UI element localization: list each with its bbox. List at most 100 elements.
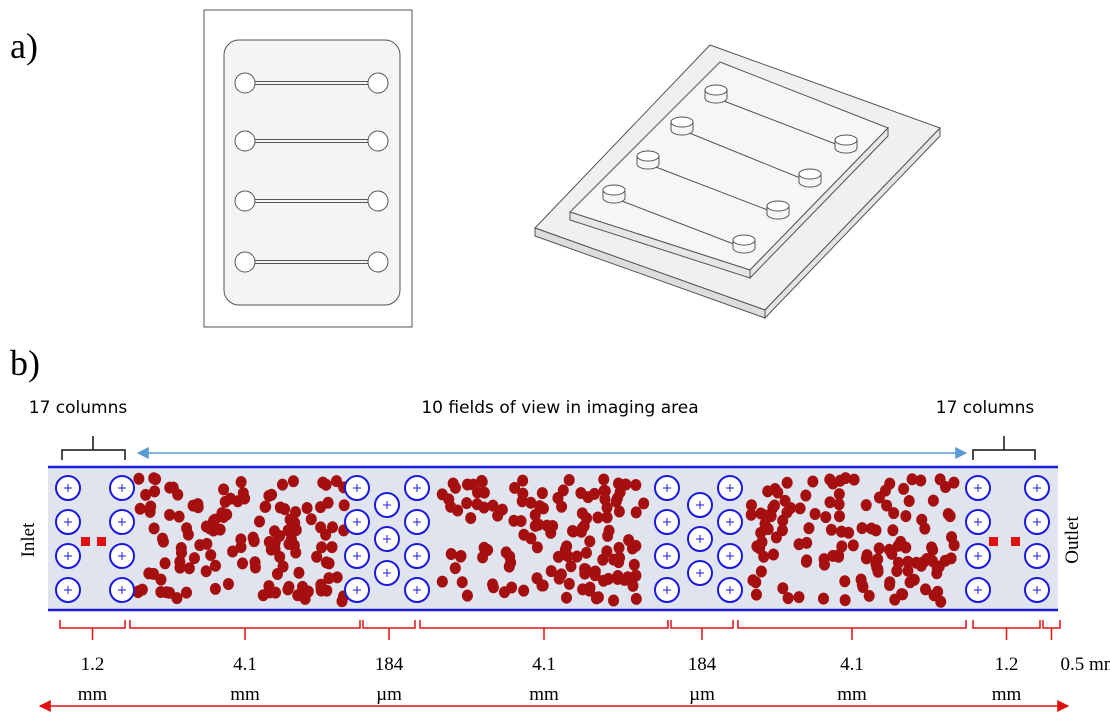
cell [581,547,592,559]
cell [148,568,159,580]
dimension-value: 184 [688,654,717,675]
brace [973,436,1035,460]
cell [536,580,547,592]
cell [564,578,575,590]
cell [565,560,576,572]
outlet-label: Outlet [1062,516,1083,564]
cell [761,510,772,522]
cell [602,530,613,542]
cell [183,529,194,541]
cell [160,557,171,569]
cell [223,578,234,590]
cell [893,557,904,569]
cell [598,473,609,485]
cell [218,483,229,495]
panel-label: a) [10,26,38,66]
cell [612,573,623,585]
cell [327,541,338,553]
cell [627,542,638,554]
cell [288,475,299,487]
cell [210,583,221,595]
cell [602,511,613,523]
cell [517,488,528,500]
cell [777,524,788,536]
cell [945,510,956,522]
cell [205,522,216,534]
cell [599,493,610,505]
cell [762,485,773,497]
cell [949,539,960,551]
cell [783,592,794,604]
figure: a) b) 17 columns 10 fields of view in im… [0,0,1110,713]
cell [332,571,343,583]
cell [538,502,549,514]
cell [608,595,619,607]
cell [940,555,951,567]
cell [782,477,793,489]
cell [584,535,595,547]
cell [834,510,845,522]
cell [919,523,930,535]
cell [518,585,529,597]
cell [135,503,146,515]
cell [591,592,602,604]
cell [516,515,527,527]
cell [479,487,490,499]
cell [751,540,762,552]
cell [300,593,311,605]
cell [181,587,192,599]
cell [861,499,872,511]
cell [149,522,160,534]
imaging-label: 10 fields of view in imaging area [421,398,698,418]
cell [258,589,269,601]
cell [289,517,300,529]
chip-top-view [204,10,412,327]
cell [492,510,503,522]
cell [834,488,845,500]
cell [874,542,885,554]
cell [803,522,814,534]
cell [293,567,304,579]
cell [238,487,249,499]
cell [581,512,592,524]
dimension-bracket [60,620,125,640]
dimension-bracket [671,620,733,640]
cell [926,541,937,553]
cell [532,541,543,553]
column-label: 17 columns [936,398,1035,418]
cell [210,560,221,572]
cell [164,587,175,599]
cell [795,502,806,514]
cell [810,508,821,520]
cell [282,583,293,595]
cell [843,527,854,539]
cell [898,483,909,495]
cell [145,501,156,513]
cell [316,541,327,553]
cell [820,511,831,523]
dimension-value: 0.5 mm [1060,654,1110,675]
cell [336,595,347,607]
dimension-bracket [1043,620,1060,640]
cell [793,591,804,603]
cell [133,473,144,485]
cell [884,544,895,556]
cell [225,493,236,505]
cell [638,497,649,509]
cell [629,559,640,571]
cell [157,533,168,545]
cell [888,507,899,519]
cell [840,472,851,484]
cell [488,581,499,593]
cell [900,510,911,522]
cell [518,529,529,541]
cell [455,551,466,563]
cell [164,509,175,521]
cell [323,497,334,509]
cell [597,554,608,566]
dimension-value: 184 [375,654,404,675]
cell [839,575,850,587]
cell [315,579,326,591]
cell [237,557,248,569]
cell [193,501,204,513]
